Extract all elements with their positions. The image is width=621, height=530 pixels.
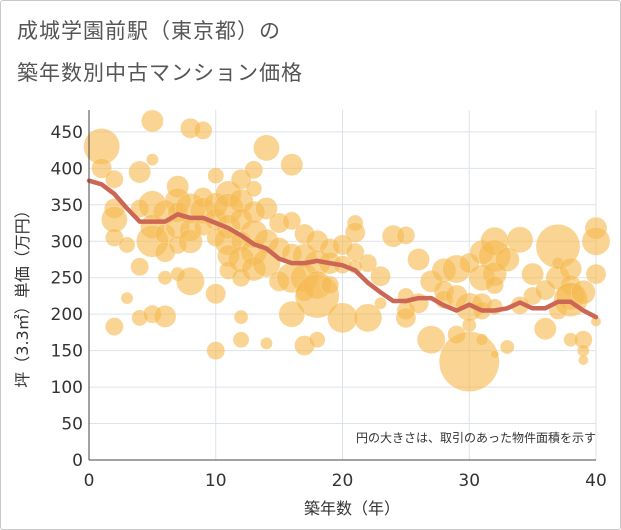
data-bubble (206, 341, 225, 360)
data-bubble (577, 344, 590, 357)
y-tick-label: 100 (51, 378, 83, 398)
y-tick-label: 350 (51, 196, 83, 216)
data-bubble (120, 291, 134, 305)
bubble-layer (83, 109, 611, 392)
data-bubble (585, 263, 607, 285)
data-bubble (105, 170, 124, 189)
data-bubble (128, 160, 151, 184)
size-annotation: 円の大きさは、取引のあった物件面積を示す (356, 430, 596, 445)
data-bubble (495, 247, 520, 272)
data-bubble (534, 317, 557, 340)
data-bubble (416, 325, 446, 354)
data-bubble (407, 248, 430, 271)
data-bubble (232, 331, 250, 348)
data-bubble (118, 236, 136, 254)
chart-title-line2: 築年数別中古マンション価格 (17, 61, 303, 85)
data-bubble (278, 300, 306, 328)
data-bubble (396, 226, 416, 245)
x-tick-label: 40 (585, 471, 607, 491)
y-tick-label: 50 (61, 415, 83, 435)
trend-line (86, 178, 599, 320)
data-bubble (233, 309, 249, 325)
data-bubble (176, 267, 205, 296)
data-bubble (353, 303, 383, 333)
y-tick-label: 150 (51, 342, 83, 362)
data-bubble (344, 222, 366, 243)
data-bubble (358, 253, 378, 273)
data-bubble (327, 302, 358, 334)
data-bubble (462, 317, 477, 333)
data-bubble (141, 109, 164, 133)
data-bubble (91, 158, 112, 179)
y-tick-label: 400 (51, 159, 83, 179)
data-bubble (374, 296, 387, 310)
y-tick-label: 300 (51, 232, 83, 252)
data-bubble (320, 275, 340, 295)
data-bubble (308, 331, 326, 348)
x-tick-label: 0 (84, 471, 95, 491)
y-tick-label: 250 (51, 269, 83, 289)
data-bubble (157, 270, 173, 285)
data-bubble (500, 339, 515, 355)
x-tick-label: 10 (205, 471, 227, 491)
x-axis-label: 築年数（年） (304, 499, 400, 518)
y-tick-label: 450 (51, 123, 83, 143)
data-bubble (490, 350, 499, 359)
data-bubble (521, 262, 544, 286)
data-bubble (193, 121, 213, 140)
data-bubble (370, 266, 391, 287)
x-tick-label: 30 (458, 471, 480, 491)
axes-layer: 0 50 100 150 200 250 300 350 400 450 0 10 20 30 40 (51, 110, 607, 491)
data-bubble (245, 180, 263, 197)
data-bubble (205, 283, 226, 304)
data-bubble (439, 331, 500, 392)
y-tick-label: 0 (72, 451, 83, 471)
data-bubble (280, 153, 304, 176)
data-bubble (105, 317, 124, 336)
data-bubble (282, 211, 302, 231)
chart-title-line1: 成城学園前駅（東京都）の (17, 19, 281, 43)
data-bubble (153, 305, 177, 328)
data-bubble (485, 275, 504, 295)
data-bubble (130, 257, 149, 277)
data-bubble (571, 280, 596, 305)
trend-layer (86, 178, 599, 320)
data-bubble (207, 167, 224, 184)
y-axis-label: 坪（3.3㎡）単価（万円） (13, 202, 32, 387)
grid-lines (88, 110, 597, 461)
data-bubble (255, 197, 278, 220)
data-bubble (178, 229, 203, 254)
data-bubble (244, 160, 264, 180)
x-tick-label: 20 (332, 471, 354, 491)
data-bubble (475, 333, 489, 346)
data-bubble (146, 153, 159, 166)
data-bubble (506, 226, 534, 254)
data-bubble (260, 337, 273, 350)
data-bubble (395, 307, 417, 329)
data-bubble (105, 228, 124, 247)
data-bubble (581, 227, 611, 256)
data-bubble (253, 134, 280, 162)
y-tick-label: 200 (51, 305, 83, 325)
data-bubble (578, 354, 589, 366)
